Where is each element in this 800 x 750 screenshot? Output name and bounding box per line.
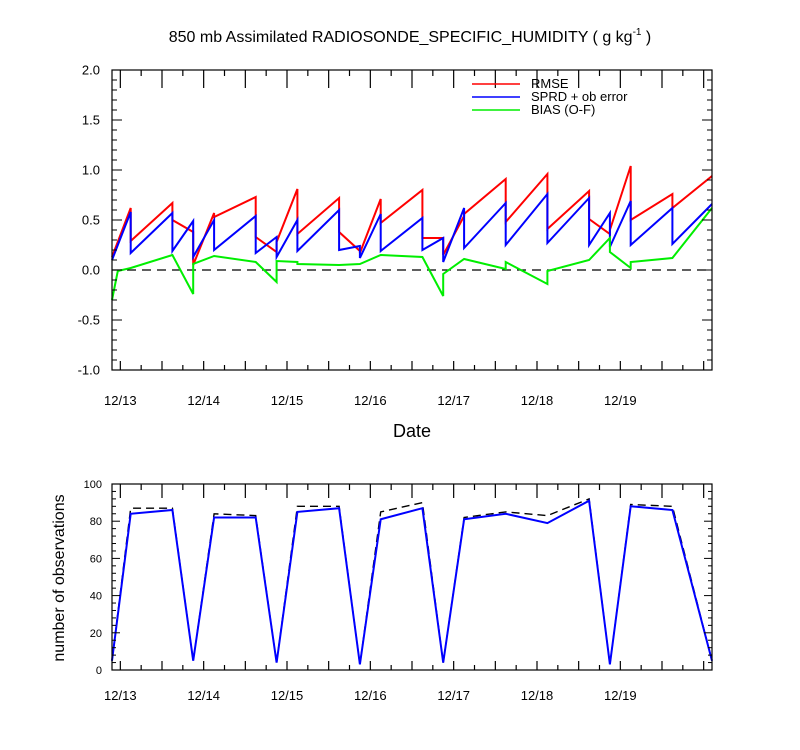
legend-label-rmse: RMSE — [531, 76, 569, 91]
bottom-y-tick-label: 80 — [90, 516, 102, 528]
chart-title-main: 850 mb Assimilated RADIOSONDE_SPECIFIC_H… — [169, 29, 633, 46]
series-line-sprd-ob-error — [111, 191, 713, 263]
bottom-x-tick-label: 12/15 — [271, 688, 304, 703]
legend-label-sprd-ob-error: SPRD + ob error — [531, 89, 628, 104]
top-x-tick-label: 12/19 — [604, 393, 637, 408]
x-axis-label: Date — [393, 421, 431, 441]
bottom-y-tick-label: 40 — [90, 591, 102, 603]
top-panel: 850 mb Assimilated RADIOSONDE_SPECIFIC_H… — [78, 27, 713, 441]
top-x-tick-label: 12/15 — [271, 393, 304, 408]
bottom-x-tick-label: 12/13 — [104, 688, 137, 703]
chart-title-superscript: -1 — [633, 27, 642, 38]
chart-title-end: ) — [641, 29, 651, 46]
top-y-tick-label: 0.5 — [82, 213, 100, 228]
top-x-tick-label: 12/13 — [104, 393, 137, 408]
series-line-possible-observations — [111, 497, 713, 665]
top-x-tick-label: 12/16 — [354, 393, 387, 408]
chart-title: 850 mb Assimilated RADIOSONDE_SPECIFIC_H… — [169, 27, 652, 46]
legend-label-bias-o-f: BIAS (O-F) — [531, 102, 595, 117]
top-x-tick-label: 12/18 — [521, 393, 554, 408]
bottom-axes: 0 20 40 60 80 100 12/13 12/14 12/15 12/16 12/17 12/… — [84, 479, 713, 703]
top-x-tick-label: 12/14 — [187, 393, 220, 408]
top-x-tick-label: 12/17 — [437, 393, 470, 408]
bottom-x-tick-label: 12/17 — [437, 688, 470, 703]
series-line-rmse — [111, 165, 713, 266]
bottom-x-tick-label: 12/19 — [604, 688, 637, 703]
bottom-y-tick-label: 60 — [90, 553, 102, 565]
top-series-lines — [111, 165, 713, 301]
series-line-bias-o-f — [111, 207, 713, 301]
bottom-panel: 0 20 40 60 80 100 12/13 12/14 12/15 12/16 12/17 12/… — [51, 479, 713, 703]
top-y-tick-label: -1.0 — [78, 363, 100, 378]
y-axis-label: number of observations — [51, 494, 68, 661]
top-axes: -1.0 -0.5 0.0 0.5 1.0 1.5 2.0 12/13 12/14 12/15 12… — [78, 63, 713, 408]
top-y-tick-label: 0.0 — [82, 263, 100, 278]
bottom-series-lines — [111, 497, 713, 665]
top-y-tick-label: -0.5 — [78, 313, 100, 328]
top-y-tick-label: 2.0 — [82, 63, 100, 78]
bottom-x-tick-label: 12/18 — [521, 688, 554, 703]
bottom-y-tick-label: 0 — [96, 665, 102, 677]
bottom-y-tick-label: 100 — [84, 479, 102, 491]
top-y-tick-label: 1.5 — [82, 113, 100, 128]
bottom-x-tick-label: 12/14 — [187, 688, 220, 703]
series-line-assimilated-observations — [111, 499, 713, 665]
top-y-tick-label: 1.0 — [82, 163, 100, 178]
bottom-x-tick-label: 12/16 — [354, 688, 387, 703]
bottom-y-tick-label: 20 — [90, 628, 102, 640]
